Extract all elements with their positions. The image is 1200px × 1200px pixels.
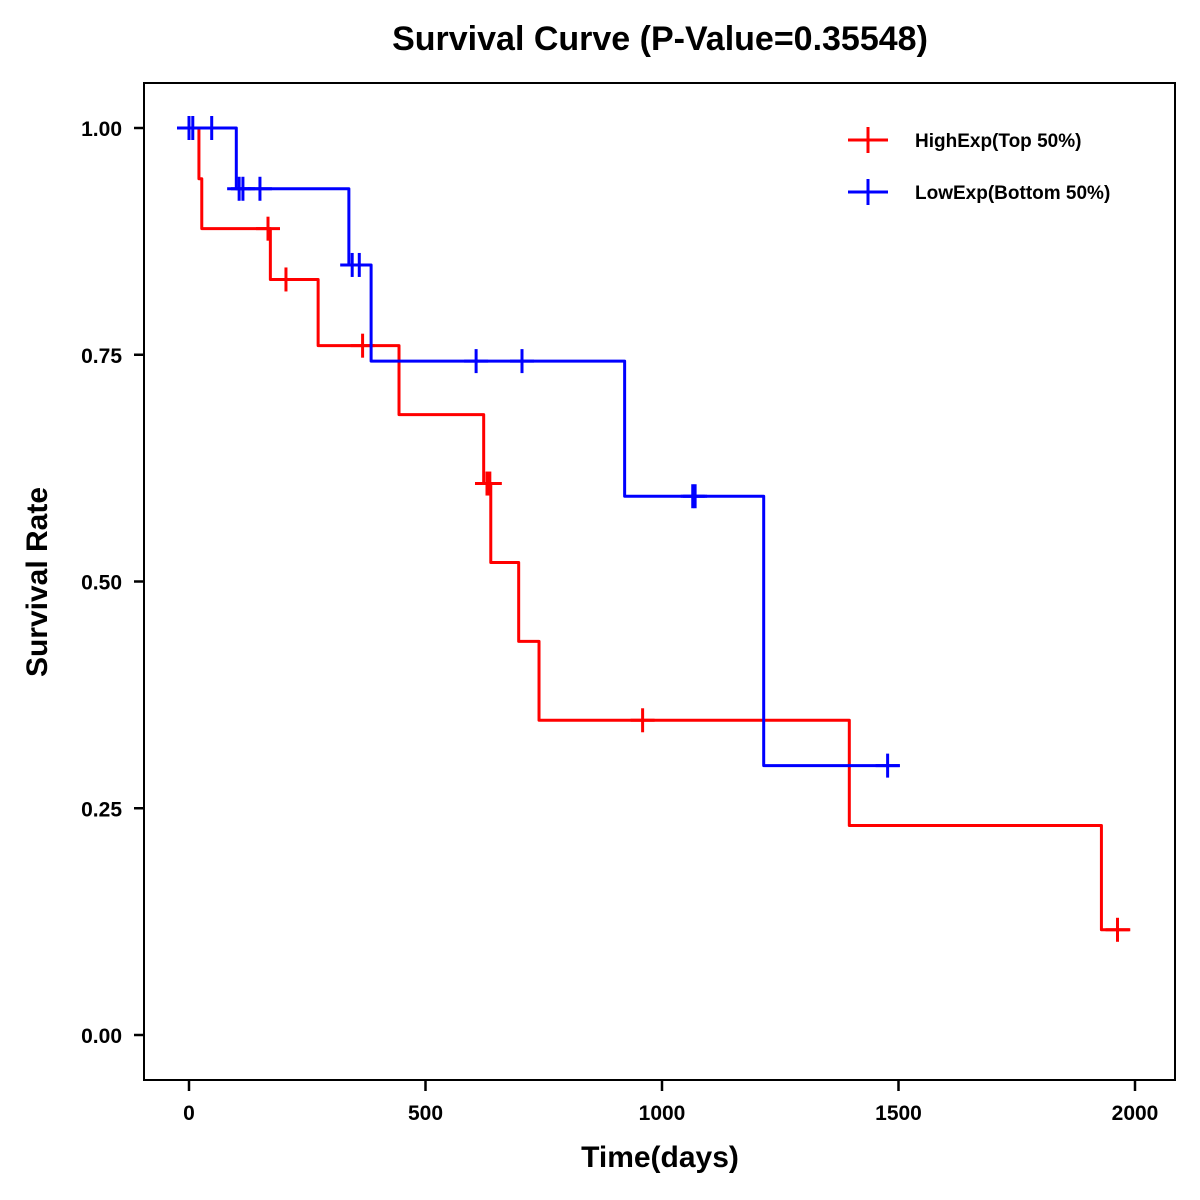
high-exp-censor-mark — [273, 267, 298, 292]
low-exp-censor-mark — [875, 753, 900, 778]
low-exp-censor-mark — [199, 116, 224, 140]
low-exp-censor-mark — [247, 176, 272, 201]
chart-title: Survival Curve (P-Value=0.35548) — [392, 20, 928, 58]
y-axis-label: Survival Rate — [21, 487, 54, 677]
x-tick-label: 1500 — [875, 1102, 922, 1125]
x-tick-label: 0 — [183, 1102, 195, 1125]
low-exp-curve — [177, 126, 900, 768]
legend-item: LowExp(Bottom 50%) — [848, 179, 1110, 205]
y-tick-label: 0.75 — [81, 345, 122, 368]
low-exp-censor-mark — [464, 349, 489, 374]
y-tick-label: 0.50 — [81, 572, 122, 595]
y-tick-label: 0.00 — [81, 1025, 122, 1048]
high-exp-censor-mark — [255, 216, 280, 241]
y-axis: 0.00 0.25 0.50 0.75 1.00 — [81, 118, 144, 1048]
high-exp-censor-mark — [1105, 917, 1130, 942]
curves — [177, 116, 1131, 942]
high-exp-censor-mark — [477, 471, 502, 496]
legend-label: HighExp(Top 50%) — [915, 131, 1081, 152]
plot-panel — [143, 82, 1176, 1081]
low-exp-censor-mark — [347, 252, 372, 277]
legend-item: HighExp(Top 50%) — [848, 127, 1081, 153]
y-tick-label: 0.25 — [81, 798, 122, 821]
legend: HighExp(Top 50%) LowExp(Bottom 50%) — [848, 127, 1110, 205]
low-exp-censor-mark — [683, 484, 708, 509]
high-exp-curve — [189, 126, 1131, 932]
x-tick-label: 1000 — [639, 1102, 686, 1125]
low-exp-censor-mark — [509, 349, 534, 374]
high-exp-censor-mark — [630, 708, 655, 733]
x-axis: 0 500 1000 1500 2000 — [183, 1080, 1158, 1125]
x-axis-label: Time(days) — [581, 1141, 739, 1174]
x-tick-label: 2000 — [1112, 1102, 1159, 1125]
legend-label: LowExp(Bottom 50%) — [915, 183, 1110, 204]
x-tick-label: 500 — [408, 1102, 443, 1125]
y-tick-label: 1.00 — [81, 118, 122, 141]
